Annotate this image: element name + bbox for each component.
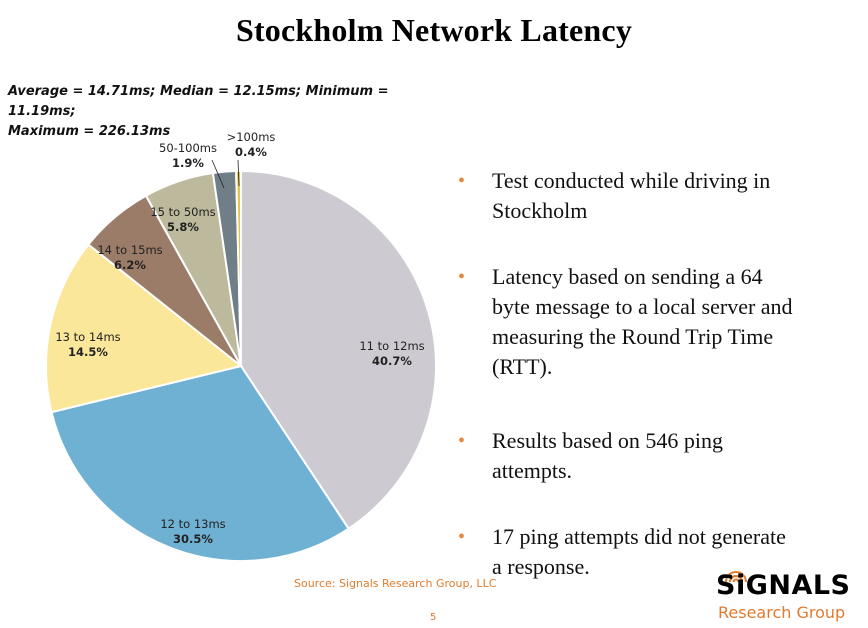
bullet-text: attempts.: [492, 458, 573, 483]
source-note: Source: Signals Research Group, LLC: [294, 577, 497, 590]
bullet-text: Results based on 546 ping: [492, 428, 723, 453]
bullet-item: • 17 ping attempts did not generate a re…: [456, 522, 868, 582]
slice-percent-label: 14.5%: [68, 345, 108, 359]
slice-category-label: 15 to 50ms: [150, 205, 215, 219]
bullet-text: byte message to a local server and: [492, 294, 793, 319]
bullet-text: (RTT).: [492, 354, 553, 379]
slice-percent-label: 30.5%: [173, 532, 213, 546]
slice-percent-label: 0.4%: [235, 145, 267, 159]
slice-category-label: 11 to 12ms: [359, 339, 424, 353]
slice-percent-label: 5.8%: [167, 220, 199, 234]
slice-percent-label: 40.7%: [372, 354, 412, 368]
bullet-dot-icon: •: [458, 170, 466, 192]
page-title: Stockholm Network Latency: [235, 12, 633, 48]
bullet-text: Stockholm: [492, 198, 588, 223]
bullet-text: a response.: [492, 554, 590, 579]
bullet-dot-icon: •: [458, 526, 466, 548]
leader-line: [237, 159, 240, 187]
leader-line: [211, 159, 225, 189]
slice-category-label: 12 to 13ms: [160, 517, 225, 531]
stats-line-2: Maximum = 226.13ms: [8, 124, 171, 139]
bullet-text: Latency based on sending a 64: [492, 264, 763, 289]
bullet-text: measuring the Round Trip Time: [492, 324, 774, 349]
slice-category-label: 13 to 14ms: [55, 330, 120, 344]
bullet-item: • Test conducted while driving in Stockh…: [456, 166, 868, 226]
pie-slice: [50, 364, 350, 563]
logo-subtitle: Research Group: [718, 603, 846, 622]
bullet-text: 17 ping attempts did not generate: [492, 524, 786, 549]
signal-arcs-icon: [725, 571, 747, 583]
bullet-dot-icon: •: [458, 266, 466, 288]
slice-percent-label: 6.2%: [114, 258, 146, 272]
bullet-text: Test conducted while driving in: [492, 168, 771, 193]
logo-wordmark: SiGNALS: [716, 570, 851, 601]
slice-category-label: 50-100ms: [159, 141, 217, 155]
pie-slice: [45, 243, 244, 414]
signals-logo: SiGNALS Research Group: [716, 570, 862, 626]
bullet-item: • Latency based on sending a 64 byte mes…: [456, 262, 868, 382]
bullet-item: • Results based on 546 ping attempts.: [456, 426, 868, 486]
slice-category-label: >100ms: [227, 130, 276, 144]
bullet-dot-icon: •: [458, 430, 466, 452]
stats-line-1: Average = 14.71ms; Median = 12.15ms; Min…: [8, 84, 389, 119]
latency-stats: Average = 14.71ms; Median = 12.15ms; Min…: [8, 82, 448, 142]
page-number: 5: [430, 612, 437, 623]
slice-percent-label: 1.9%: [172, 156, 204, 170]
slice-category-label: 14 to 15ms: [97, 243, 162, 257]
